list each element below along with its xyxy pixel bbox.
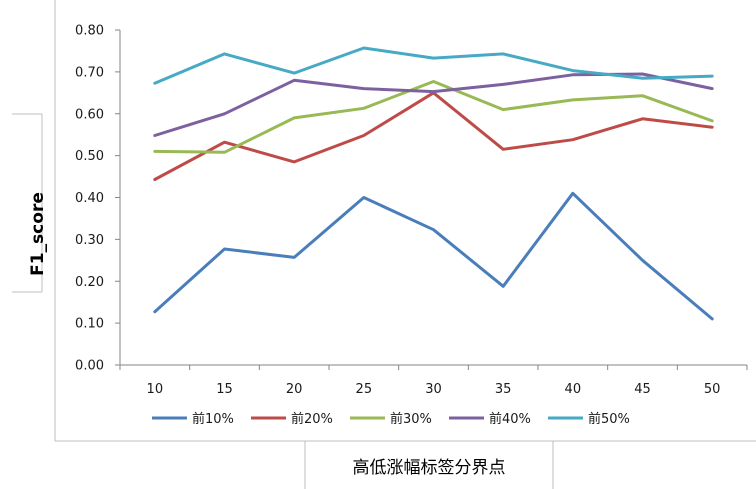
legend-label: 前50% bbox=[588, 411, 630, 427]
x-tick-label: 40 bbox=[565, 382, 582, 397]
series-lines bbox=[153, 46, 714, 321]
y-tick-label: 0.20 bbox=[75, 275, 104, 290]
x-tick-label: 45 bbox=[634, 382, 651, 397]
y-tick-label: 0.50 bbox=[75, 149, 104, 164]
x-axis-title: 高低涨幅标签分界点 bbox=[353, 458, 506, 478]
y-tick-label: 0.10 bbox=[75, 317, 104, 332]
x-tick-label: 30 bbox=[425, 382, 442, 397]
y-axis-title: F1_score bbox=[28, 192, 48, 276]
series-line-4 bbox=[153, 72, 714, 137]
series-line-3 bbox=[153, 80, 714, 154]
y-tick-label: 0.40 bbox=[75, 191, 104, 206]
y-ticks: 0.00 0.10 0.20 0.30 0.40 0.50 0.60 0.70 0.80 bbox=[75, 24, 120, 374]
y-tick-label: 0.70 bbox=[75, 65, 104, 80]
y-tick-label: 0.80 bbox=[75, 24, 104, 39]
x-tick-label: 20 bbox=[286, 382, 303, 397]
legend-label: 前10% bbox=[192, 411, 234, 427]
x-ticks: 10 15 20 25 30 35 40 45 50 bbox=[119, 365, 748, 397]
legend-label: 前30% bbox=[390, 411, 432, 427]
legend: 前10% 前20% 前30% 前40% 前50% bbox=[152, 411, 630, 427]
x-tick-label: 15 bbox=[216, 382, 233, 397]
x-tick-label: 25 bbox=[356, 382, 373, 397]
series-line-1 bbox=[153, 191, 714, 321]
series-line-5 bbox=[153, 46, 714, 85]
y-tick-label: 0.60 bbox=[75, 107, 104, 122]
x-tick-label: 50 bbox=[704, 382, 721, 397]
legend-label: 前20% bbox=[291, 411, 333, 427]
legend-label: 前40% bbox=[489, 411, 531, 427]
x-tick-label: 35 bbox=[495, 382, 512, 397]
y-tick-label: 0.00 bbox=[75, 359, 104, 374]
y-tick-label: 0.30 bbox=[75, 233, 104, 248]
x-tick-label: 10 bbox=[147, 382, 164, 397]
